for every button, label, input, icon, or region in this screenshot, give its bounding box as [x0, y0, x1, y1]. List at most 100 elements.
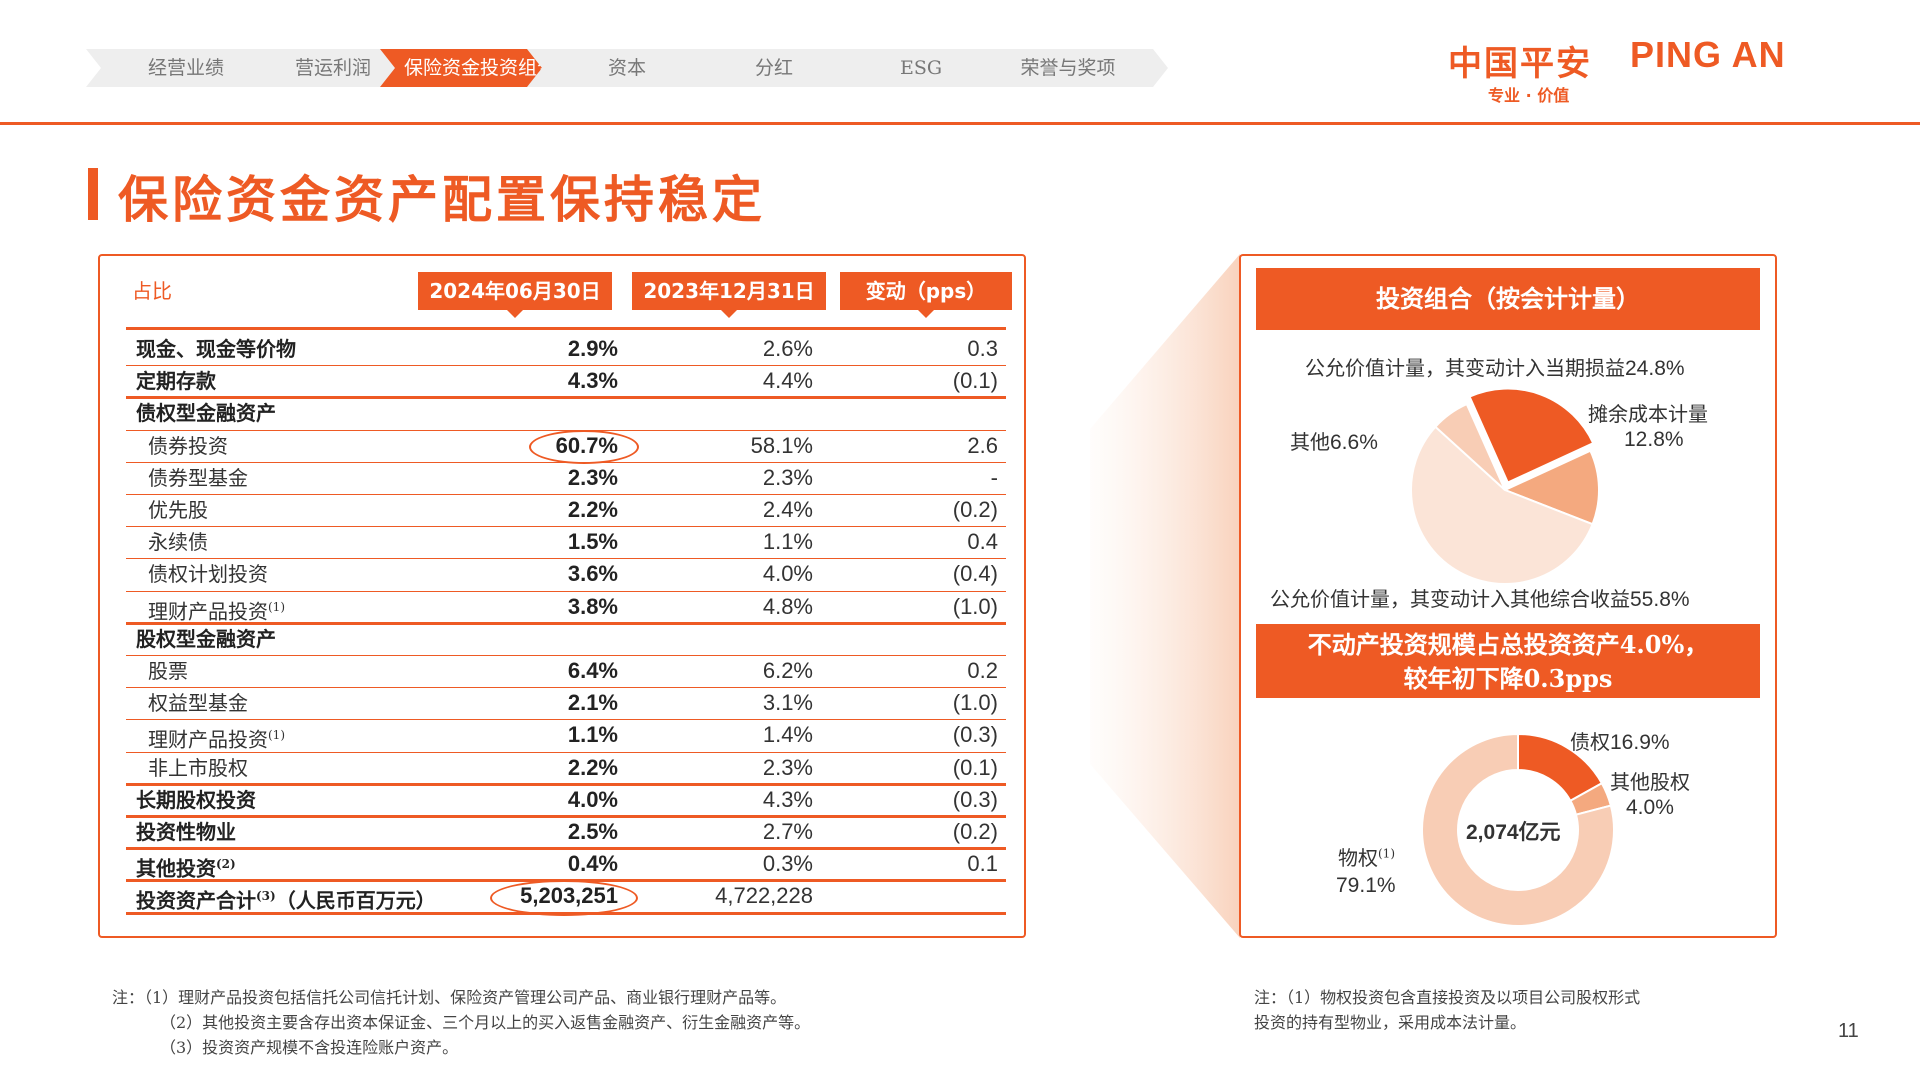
realestate-headline: 不动产投资规模占总投资资产4.0%， 较年初下降0.3pps: [1256, 624, 1760, 698]
cell-v3: (0.1): [952, 754, 998, 780]
table-row: 权益型基金 2.1% 3.1% (1.0): [126, 687, 1006, 719]
row-label: 永续债: [148, 530, 208, 555]
footnote-left-3: （3）投资资产规模不含投连险账户资产。: [160, 1038, 459, 1057]
logo-tagline: 专业 · 价值: [1488, 86, 1570, 105]
header-divider: [0, 122, 1920, 125]
table-rule: [126, 365, 1006, 367]
cell-v2: 4.3%: [762, 786, 813, 812]
cell-v2: 3.1%: [762, 690, 813, 716]
footnote-right-1: 注：（1）物权投资包含直接投资及以项目公司股权形式: [1254, 988, 1641, 1007]
allocation-table-panel: [98, 254, 1026, 938]
cell-v1: 4.0%: [567, 786, 618, 812]
table-row: 债权型金融资产: [126, 397, 1006, 429]
row-label: 非上市股权: [148, 755, 248, 780]
cell-v2: 2.3%: [762, 754, 813, 780]
realestate-donut-chart: [1421, 732, 1615, 927]
table-share-label: 占比: [132, 279, 172, 303]
highlight-oval-total: [490, 880, 638, 916]
cell-v2: 6.2%: [762, 658, 813, 683]
table-row: 优先股 2.2% 2.4% (0.2): [126, 494, 1006, 526]
cell-v3: 0.1: [967, 851, 998, 877]
pie-label-fvtpl: 公允价值计量，其变动计入当期损益24.8%: [1305, 356, 1685, 380]
row-label: 理财产品投资(1): [148, 599, 285, 624]
table-rule: [126, 327, 1006, 330]
realestate-headline-line1: 不动产投资规模占总投资资产4.0%，: [1307, 630, 1709, 659]
portfolio-panel: [1239, 254, 1777, 938]
callout-funnel: [1090, 254, 1240, 938]
cell-v2: 1.4%: [762, 722, 813, 748]
table-row: 股票 6.4% 6.2% 0.2: [126, 655, 1006, 687]
table-rule: [126, 396, 1006, 400]
cell-v3: (0.3): [952, 786, 998, 812]
cell-v1: 1.1%: [567, 722, 618, 748]
cell-v3: (0.4): [952, 561, 998, 587]
table-row: 理财产品投资(1) 1.1% 1.4% (0.3): [126, 719, 1006, 752]
pie-slice-3: [1433, 402, 1506, 491]
cell-v2: 4,722,228: [715, 883, 813, 909]
table-row: 投资性物业 2.5% 2.7% (0.2): [126, 816, 1006, 848]
row-label: 投资性物业: [136, 820, 236, 844]
cell-v1: 3.6%: [567, 561, 618, 587]
row-label: 权益型基金: [148, 691, 248, 716]
logo-cn: 中国平安: [1448, 44, 1592, 84]
cell-v1: 2.2%: [567, 497, 618, 522]
donut-label-otherequity-name: 其他股权: [1610, 770, 1690, 794]
table-rule: [126, 558, 1006, 560]
pie-slice-2: [1421, 732, 1615, 927]
table-row: 现金、现金等价物 2.9% 2.6% 0.3: [126, 333, 1006, 365]
row-label: 其他投资(2): [136, 856, 236, 881]
nav-item-honors[interactable]: 荣誉与奖项: [968, 49, 1168, 87]
pie-label-fvoci: 公允价值计量，其变动计入其他综合收益55.8%: [1270, 587, 1690, 611]
cell-v2: 4.8%: [762, 593, 813, 619]
table-rule: [126, 815, 1006, 818]
table-rule: [126, 494, 1006, 495]
table-rule: [126, 719, 1006, 721]
pie-slice-2: [1410, 425, 1594, 585]
page-title: 保险资金资产配置保持稳定: [118, 170, 766, 229]
pie-label-amortized-value: 12.8%: [1624, 428, 1684, 451]
table-row: 永续债 1.5% 1.1% 0.4: [126, 526, 1006, 558]
donut-label-debt: 债权16.9%: [1570, 730, 1670, 754]
table-row: 非上市股权 2.2% 2.3% (0.1): [126, 752, 1006, 784]
table-rule: [126, 847, 1006, 851]
pie-slice-0: [1468, 387, 1595, 484]
col-header-2024: 2024年06月30日: [418, 272, 612, 318]
table-rule: [126, 655, 1006, 656]
footnote-right-2: 投资的持有型物业，采用成本法计量。: [1254, 1013, 1527, 1032]
table-row: 其他投资(2) 0.4% 0.3% 0.1: [126, 848, 1006, 881]
cell-v1: 2.1%: [567, 690, 618, 716]
cell-v1: 0.4%: [567, 851, 618, 877]
table-rule: [126, 590, 1006, 592]
page-number: 11: [1838, 1020, 1859, 1042]
table-row: 债权计划投资 3.6% 4.0% (0.4): [126, 558, 1006, 590]
cell-v2: 58.1%: [750, 432, 813, 458]
row-label: 债券投资: [148, 433, 228, 458]
row-label: 优先股: [148, 498, 208, 522]
row-label: 债权计划投资: [148, 562, 268, 587]
cell-v1: 4.3%: [567, 368, 618, 394]
cell-v1: 6.4%: [567, 658, 618, 683]
cell-v3: 0.3: [967, 336, 998, 361]
table-rule: [126, 687, 1006, 689]
cell-v2: 4.4%: [762, 368, 813, 394]
row-label: 股权型金融资产: [136, 626, 276, 651]
row-label: 现金、现金等价物: [136, 337, 296, 361]
table-rule: [126, 526, 1006, 528]
title-accent-bar: [88, 168, 98, 220]
cell-v1: 2.3%: [567, 464, 618, 490]
table-row: 定期存款 4.3% 4.4% (0.1): [126, 365, 1006, 397]
highlight-oval-bonds: [529, 430, 639, 464]
table-rule: [126, 782, 1006, 786]
cell-v3: (0.2): [952, 819, 998, 844]
table-row: 股权型金融资产: [126, 623, 1006, 655]
logo-en: PING AN: [1630, 34, 1786, 75]
row-label: 长期股权投资: [136, 787, 256, 812]
pie-slice-1: [1502, 449, 1600, 526]
footnote-left-2: （2）其他投资主要含存出资本保证金、三个月以上的买入返售金融资产、衍生金融资产等…: [160, 1013, 811, 1032]
donut-label-property-name: 物权(1): [1338, 846, 1395, 870]
table-rule: [126, 751, 1006, 753]
cell-v2: 2.3%: [762, 464, 813, 490]
cell-v2: 0.3%: [762, 851, 813, 877]
table-rule: [126, 621, 1006, 625]
cell-v3: (1.0): [952, 690, 998, 716]
